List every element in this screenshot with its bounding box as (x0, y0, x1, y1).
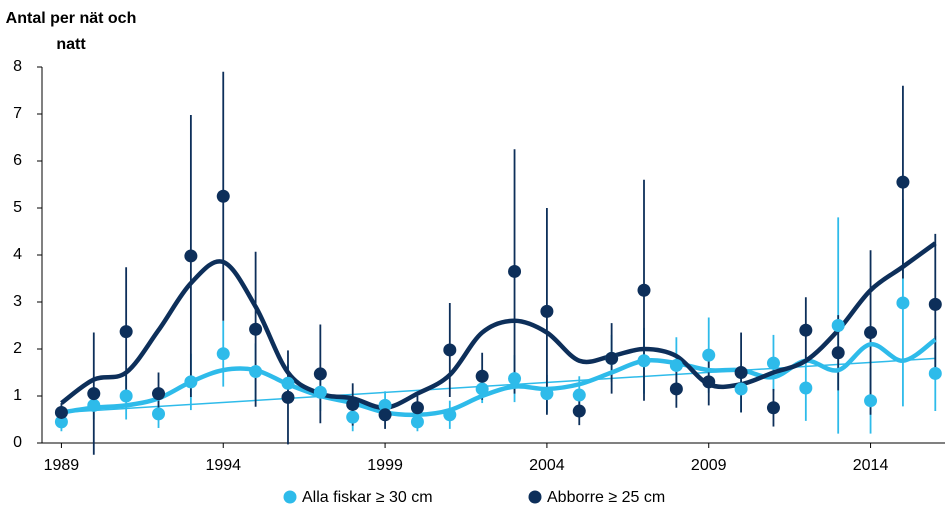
data-point (87, 387, 101, 401)
data-point (864, 326, 878, 340)
data-point (928, 366, 942, 380)
data-point (475, 382, 489, 396)
data-point (896, 296, 910, 310)
data-point (831, 319, 845, 332)
data-point (572, 388, 586, 402)
data-point (669, 382, 683, 396)
data-point (346, 410, 360, 424)
data-point (87, 398, 101, 412)
data-point (346, 397, 360, 411)
data-point (799, 381, 813, 395)
data-point (184, 249, 198, 263)
y-tick-label: 0 (13, 434, 22, 451)
data-point (54, 405, 68, 419)
y-tick-label: 1 (13, 387, 22, 404)
y-tick-label: 3 (13, 293, 22, 310)
data-point (216, 189, 230, 203)
data-point (799, 323, 813, 337)
data-point (540, 387, 554, 401)
data-point (702, 348, 716, 362)
data-point (637, 354, 651, 368)
data-point (152, 407, 166, 421)
y-tick-label: 2 (13, 340, 22, 357)
data-point (540, 304, 554, 318)
data-point (281, 376, 295, 390)
x-tick-label: 1999 (367, 457, 403, 474)
data-point (119, 389, 133, 403)
data-point (184, 375, 198, 389)
x-tick-label: 2009 (691, 457, 727, 474)
data-point (378, 408, 392, 422)
data-point (572, 404, 586, 418)
data-point (249, 322, 263, 336)
x-tick-label: 2014 (853, 457, 889, 474)
smooth-line (60, 241, 937, 411)
data-point (475, 369, 489, 383)
x-tick-label: 2004 (529, 457, 565, 474)
data-point (605, 351, 619, 365)
data-point (508, 264, 522, 278)
legend-label: Abborre ≥ 25 cm (547, 489, 665, 506)
data-point (54, 415, 68, 429)
data-point (216, 347, 230, 361)
data-point (766, 401, 780, 415)
legend-marker (283, 490, 297, 504)
y-tick-label: 5 (13, 199, 22, 216)
legend-label: Alla fiskar ≥ 30 cm (302, 489, 433, 506)
data-point (864, 394, 878, 408)
data-point (313, 385, 327, 399)
data-point (119, 325, 133, 339)
data-point (443, 343, 457, 357)
data-point (378, 398, 392, 412)
data-point (249, 365, 263, 379)
y-axis-title: Antal per nät och natt (5, 10, 137, 53)
data-point (896, 175, 910, 189)
data-point (508, 372, 522, 386)
data-point (766, 356, 780, 370)
data-point (702, 375, 716, 389)
y-tick-label: 6 (13, 152, 22, 169)
y-tick-label: 7 (13, 105, 22, 122)
data-point (669, 358, 683, 372)
y-tick-label: 8 (13, 58, 22, 75)
data-point (637, 283, 651, 297)
data-point (928, 297, 942, 311)
y-tick-label: 4 (13, 246, 22, 263)
data-point (443, 408, 457, 422)
x-tick-label: 1994 (205, 457, 241, 474)
data-point (734, 382, 748, 396)
data-point (152, 387, 166, 401)
data-point (831, 346, 845, 360)
data-point (313, 367, 327, 381)
data-point (734, 366, 748, 379)
data-point (410, 415, 424, 429)
data-point (410, 401, 424, 415)
data-point (281, 390, 295, 404)
x-tick-label: 1989 (44, 457, 80, 474)
legend-marker (528, 490, 542, 504)
